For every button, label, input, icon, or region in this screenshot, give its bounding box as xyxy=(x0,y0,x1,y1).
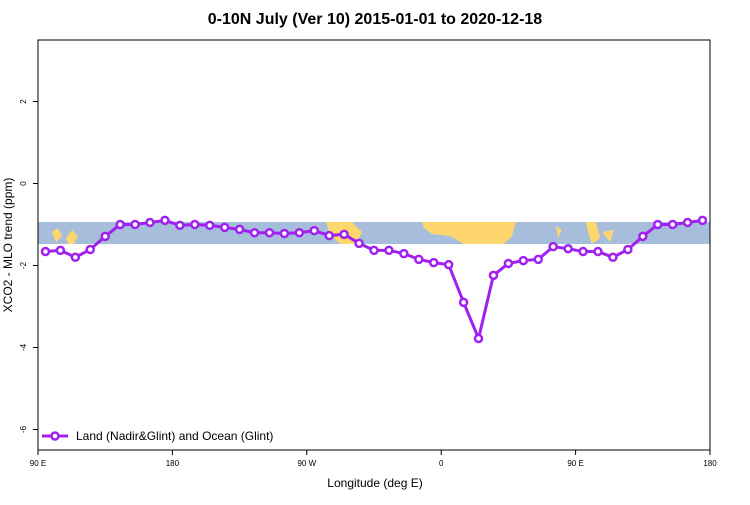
data-point xyxy=(145,217,155,228)
x-tick-label: 180 xyxy=(166,459,180,468)
y-tick-label: -4 xyxy=(19,343,28,351)
chart-title: 0-10N July (Ver 10) 2015-01-01 to 2020-1… xyxy=(208,11,543,28)
data-point xyxy=(234,224,245,235)
data-point xyxy=(354,238,364,249)
data-point xyxy=(309,225,320,236)
data-point xyxy=(160,215,170,226)
data-point xyxy=(279,228,290,239)
legend-marker xyxy=(50,431,60,441)
data-point xyxy=(608,252,618,263)
data-point xyxy=(100,231,110,242)
data-point xyxy=(115,219,125,230)
x-tick-label: 180 xyxy=(703,459,717,468)
data-point xyxy=(249,227,260,238)
data-point xyxy=(488,270,499,281)
data-point xyxy=(130,219,140,230)
x-tick-label: 0 xyxy=(439,459,444,468)
y-axis-label: XCO2 - MLO trend (ppm) xyxy=(1,178,15,313)
data-point xyxy=(204,220,215,231)
data-point xyxy=(175,220,185,231)
data-point xyxy=(190,219,200,230)
data-point xyxy=(294,227,305,238)
x-tick-label: 90 W xyxy=(297,459,316,468)
plot-frame xyxy=(37,39,711,451)
data-point xyxy=(458,297,469,308)
data-point xyxy=(473,333,484,344)
data-point xyxy=(70,252,81,263)
legend-label: Land (Nadir&Glint) and Ocean (Glint) xyxy=(76,429,273,443)
data-point xyxy=(503,258,514,269)
data-point xyxy=(384,245,394,256)
data-point xyxy=(593,246,603,257)
data-point xyxy=(443,259,454,270)
data-point xyxy=(339,229,349,240)
x-tick-label: 90 E xyxy=(30,459,46,468)
land xyxy=(52,228,78,244)
data-point xyxy=(667,219,678,230)
y-tick-label: -2 xyxy=(19,261,28,269)
data-point xyxy=(682,217,693,228)
data-point xyxy=(548,241,558,252)
data-point xyxy=(324,230,334,241)
data-point xyxy=(533,254,544,265)
y-tick-label: 0 xyxy=(19,181,28,186)
data-point xyxy=(264,227,275,238)
data-point xyxy=(638,231,648,242)
data-point xyxy=(518,255,529,266)
data-point xyxy=(652,219,663,230)
data-point xyxy=(85,244,96,255)
data-point xyxy=(40,246,51,257)
y-tick-label: -6 xyxy=(19,425,28,433)
data-point xyxy=(697,215,708,226)
x-tick-label: 90 E xyxy=(567,459,583,468)
data-point xyxy=(623,244,633,255)
land xyxy=(422,222,516,244)
x-axis-label: Longitude (deg E) xyxy=(327,476,422,490)
data-point xyxy=(428,257,439,268)
data-point xyxy=(399,248,409,259)
data-point xyxy=(578,246,588,257)
y-tick-label: 2 xyxy=(19,99,28,104)
data-point xyxy=(563,243,573,254)
data-point xyxy=(219,222,230,233)
data-point xyxy=(369,245,379,256)
data-point xyxy=(55,245,66,256)
data-point xyxy=(414,254,424,265)
